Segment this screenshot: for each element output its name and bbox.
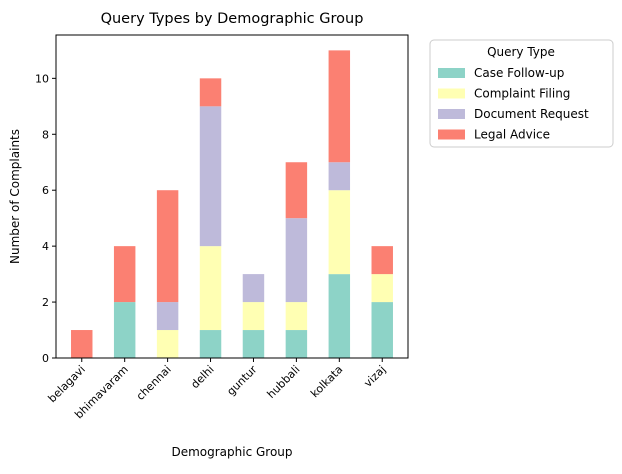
bar-segment [199,78,222,107]
chart-title: Query Types by Demographic Group [101,11,364,27]
bar-segment [199,330,222,358]
bar-segment [199,106,222,247]
legend-frame [429,39,614,148]
x-tick-label: chennai [134,363,174,403]
bar-segment [328,190,351,275]
legend-label: Document Request [474,107,589,121]
bar-segment [328,274,351,358]
bar-segment [285,162,308,219]
legend-swatch [438,109,465,119]
legend-label: Legal Advice [474,128,550,142]
plot-frame [55,34,409,359]
legend-label: Case Follow-up [474,66,564,80]
x-tick-label: vizaj [361,363,388,390]
bar-segment [371,302,393,358]
legend-swatch [438,88,465,99]
bar-segment [285,302,308,331]
y-tick-label: 6 [42,184,49,197]
y-axis: 0 2 4 6 8 10 [35,72,56,365]
bar-segment [371,246,393,275]
y-tick-label: 10 [35,72,49,85]
legend-items: Case Follow-up Complaint Filing Document R… [438,66,589,142]
bar-segment [242,274,265,303]
x-tick-label: belagavi [46,363,88,405]
bar-segment [285,218,308,303]
bar-segment [199,246,222,331]
legend-swatch [438,68,465,78]
bar-segment [371,274,393,303]
bar-segment [71,330,93,358]
bars-layer [71,50,393,358]
bar-segment [156,302,179,331]
x-axis-label: Demographic Group [171,445,292,459]
bar-segment [242,330,265,358]
legend-label: Complaint Filing [474,87,570,101]
bar-segment [156,330,179,358]
x-tick-label: guntur [224,363,260,399]
x-tick-label: kolkata [308,363,345,400]
bar-segment [285,330,308,358]
x-tick-label: delhi [188,363,216,391]
y-tick-label: 2 [42,296,49,309]
x-tick-label: hubbali [264,363,302,401]
bar-segment [328,50,351,163]
y-tick-label: 4 [42,240,49,253]
bar-segment [113,302,136,358]
legend: Query Type Case Follow-up Complaint Filin… [429,39,614,148]
bar-segment [242,302,265,331]
y-tick-label: 8 [42,128,49,141]
y-tick-label: 0 [42,352,49,365]
bar-segment [328,162,351,191]
legend-swatch [438,129,465,140]
y-axis-label: Number of Complaints [8,129,22,264]
legend-title: Query Type [487,45,555,59]
bar-segment [156,190,179,303]
bar-segment [113,246,136,303]
